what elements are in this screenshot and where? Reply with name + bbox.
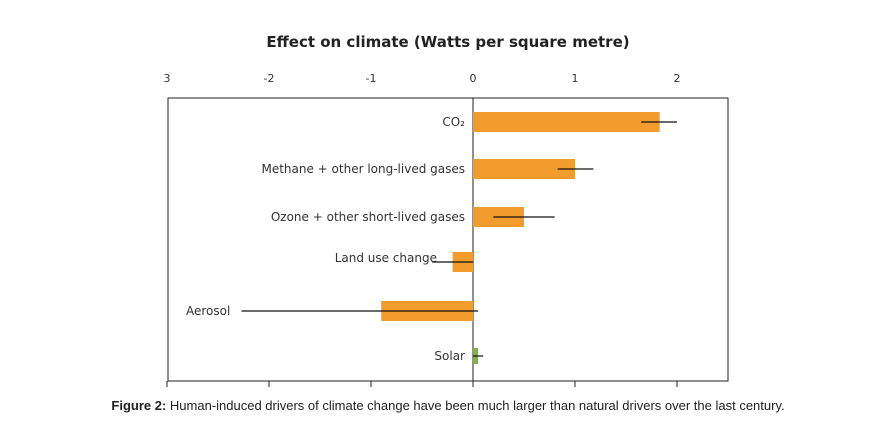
category-label: Land use change [335,251,437,265]
x-tick-label: 0 [470,72,477,85]
bar [473,159,575,179]
bar [473,112,660,132]
caption-label: Figure 2: [111,398,167,413]
plot-frame [167,97,729,382]
category-label: Aerosol [186,304,230,318]
figure-caption: Figure 2: Human-induced drivers of clima… [0,398,896,413]
x-tick-label: 2 [674,72,681,85]
caption-text: Human-induced drivers of climate change … [166,398,785,413]
x-tick-label: 3 [164,72,171,85]
chart: Effect on climate (Watts per square metr… [164,33,729,387]
x-tick-label: 1 [572,72,579,85]
chart-title: Effect on climate (Watts per square metr… [266,33,629,51]
category-label: CO₂ [442,115,465,129]
category-label: Methane + other long-lived gases [261,162,465,176]
x-tick-label: -1 [366,72,377,85]
category-label: Ozone + other short-lived gases [271,210,465,224]
x-tick-label: -2 [264,72,275,85]
category-label: Solar [434,349,465,363]
